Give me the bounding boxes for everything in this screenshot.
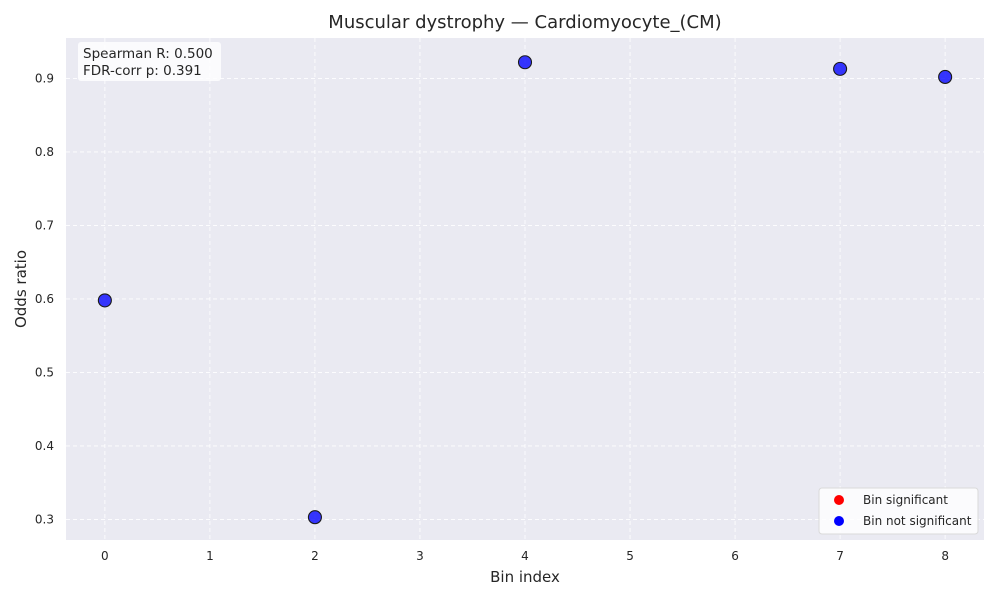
y-tick-label: 0.4 bbox=[35, 439, 54, 453]
x-tick-label: 5 bbox=[626, 549, 634, 563]
x-tick-label: 6 bbox=[731, 549, 739, 563]
x-tick-label: 4 bbox=[521, 549, 529, 563]
y-tick-label: 0.3 bbox=[35, 512, 54, 526]
x-tick-label: 0 bbox=[101, 549, 109, 563]
y-tick-label: 0.7 bbox=[35, 218, 54, 232]
chart-title: Muscular dystrophy — Cardiomyocyte_(CM) bbox=[328, 12, 721, 33]
legend-label-not-significant: Bin not significant bbox=[863, 514, 972, 528]
y-tick-label: 0.6 bbox=[35, 292, 54, 306]
x-tick-label: 1 bbox=[206, 549, 214, 563]
x-axis-label: Bin index bbox=[490, 568, 560, 586]
data-point bbox=[833, 61, 848, 76]
fdr-p-text: FDR-corr p: 0.391 bbox=[83, 63, 202, 79]
data-point bbox=[517, 55, 533, 70]
x-tick-label: 2 bbox=[311, 549, 319, 563]
y-tick-label: 0.5 bbox=[35, 365, 54, 379]
x-tick-label: 3 bbox=[416, 549, 424, 563]
plot-area bbox=[66, 38, 984, 540]
y-tick-label: 0.8 bbox=[35, 145, 54, 159]
legend-marker-significant bbox=[834, 495, 844, 505]
spearman-r-text: Spearman R: 0.500 bbox=[83, 46, 213, 62]
grid-lines bbox=[66, 38, 984, 540]
data-points bbox=[97, 55, 953, 525]
data-point bbox=[307, 510, 322, 525]
legend-background bbox=[818, 487, 979, 535]
legend-label-significant: Bin significant bbox=[863, 493, 948, 507]
y-tick-labels: 0.3 0.4 0.5 0.6 0.7 0.8 0.9 bbox=[35, 71, 54, 526]
legend: Bin significant Bin not significant bbox=[818, 487, 979, 535]
x-tick-label: 7 bbox=[836, 549, 844, 563]
x-tick-labels: 0 1 2 3 4 5 6 7 8 bbox=[101, 549, 949, 563]
data-point bbox=[97, 293, 112, 308]
stats-box: Spearman R: 0.500 FDR-corr p: 0.391 bbox=[78, 42, 221, 81]
y-axis-label: Odds ratio bbox=[12, 250, 30, 328]
data-point bbox=[938, 69, 953, 85]
stats-box-background bbox=[78, 42, 221, 81]
y-tick-label: 0.9 bbox=[35, 71, 54, 85]
x-tick-label: 8 bbox=[941, 549, 949, 563]
legend-marker-not-significant bbox=[834, 516, 844, 526]
